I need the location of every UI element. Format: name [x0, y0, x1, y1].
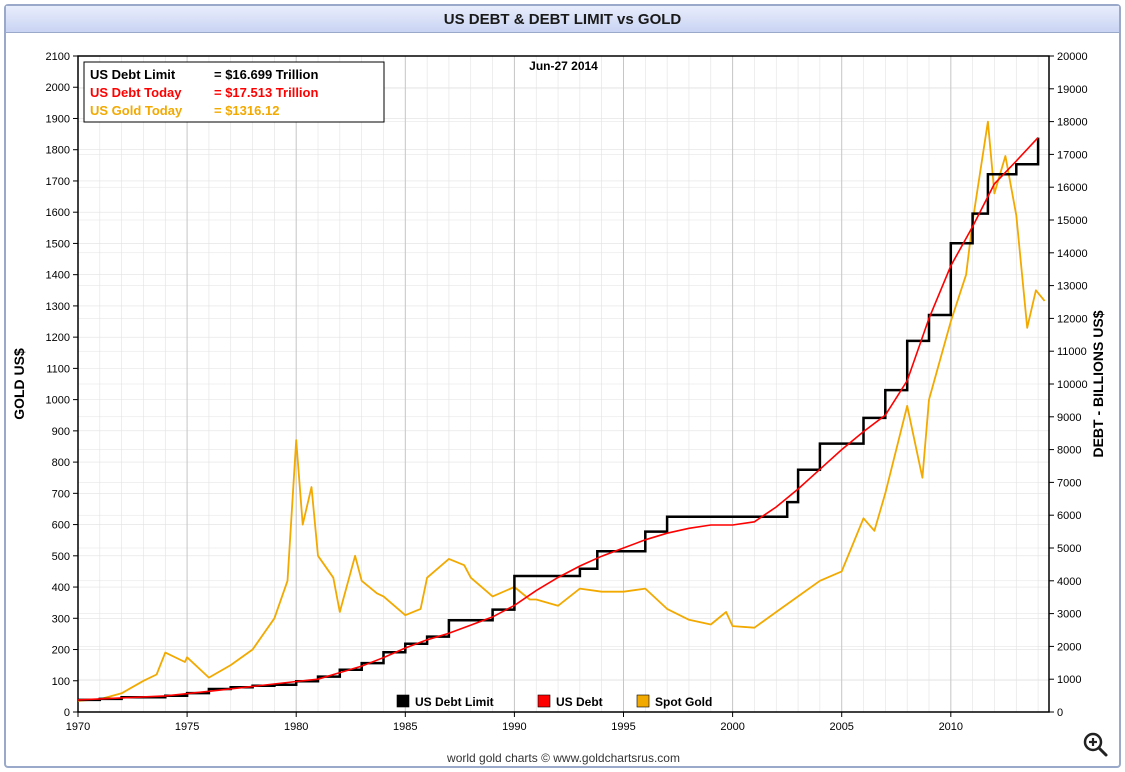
y-left-label: GOLD US$ [11, 348, 27, 420]
date-label: Jun-27 2014 [529, 59, 598, 73]
y-left-tick: 1300 [46, 301, 70, 313]
x-tick: 2005 [829, 721, 853, 733]
info-box-value: = $17.513 Trillion [214, 85, 318, 100]
y-right-tick: 20000 [1057, 51, 1088, 63]
y-left-tick: 1600 [46, 207, 70, 219]
y-right-tick: 16000 [1057, 182, 1088, 194]
info-box-label: US Debt Limit [90, 67, 176, 82]
y-right-tick: 11000 [1057, 346, 1087, 358]
y-left-tick: 100 [52, 676, 70, 688]
chart-svg: 0 100 200 300 400 500 600 700 800 900 1000 1100 1200… [6, 32, 1119, 768]
y-right-tick: 4000 [1057, 576, 1081, 588]
y-left-tick: 1900 [46, 113, 70, 125]
y-right-tick: 1000 [1057, 674, 1081, 686]
y-right-tick: 6000 [1057, 510, 1081, 522]
y-right-label: DEBT - BILLIONS US$ [1090, 310, 1106, 457]
legend-swatch [538, 695, 550, 707]
title-bar: US DEBT & DEBT LIMIT vs GOLD [6, 6, 1119, 33]
y-right-tick: 10000 [1057, 379, 1088, 391]
y-right-tick: 13000 [1057, 281, 1088, 293]
x-tick: 2010 [939, 721, 963, 733]
y-left-tick: 900 [52, 426, 70, 438]
y-right-tick: 14000 [1057, 248, 1088, 260]
y-right-tick: 5000 [1057, 543, 1081, 555]
y-left-tick: 0 [64, 707, 70, 719]
legend-label: US Debt Limit [415, 695, 494, 709]
y-left-tick: 600 [52, 520, 70, 532]
y-right-tick: 18000 [1057, 117, 1088, 129]
y-left-tick: 300 [52, 613, 70, 625]
y-left-tick: 1200 [46, 332, 70, 344]
legend-swatch [397, 695, 409, 707]
y-right-tick: 8000 [1057, 445, 1081, 457]
legend-swatch [637, 695, 649, 707]
chart-title: US DEBT & DEBT LIMIT vs GOLD [444, 11, 682, 28]
x-tick: 1995 [611, 721, 635, 733]
zoom-button[interactable] [1079, 728, 1111, 760]
y-right-tick: 17000 [1057, 149, 1088, 161]
y-right-tick: 12000 [1057, 313, 1088, 325]
y-left-tick: 700 [52, 488, 70, 500]
y-left-tick: 2000 [46, 82, 70, 94]
x-tick: 1980 [284, 721, 308, 733]
y-left-tick: 1500 [46, 238, 70, 250]
y-left-tick: 1700 [46, 176, 70, 188]
y-left-tick: 1800 [46, 145, 70, 157]
legend-label: US Debt [556, 695, 603, 709]
y-right-tick: 3000 [1057, 609, 1081, 621]
info-box-value: = $1316.12 [214, 103, 279, 118]
chart-area: 0 100 200 300 400 500 600 700 800 900 1000 1100 1200… [6, 32, 1119, 768]
y-left-tick: 800 [52, 457, 70, 469]
y-left-tick: 1000 [46, 395, 70, 407]
legend-label: Spot Gold [655, 695, 712, 709]
y-right-tick: 9000 [1057, 412, 1081, 424]
chart-footer: world gold charts © www.goldchartsrus.co… [446, 751, 680, 765]
info-box-value: = $16.699 Trillion [214, 67, 318, 82]
y-right-tick: 19000 [1057, 84, 1088, 96]
y-left-tick: 1400 [46, 270, 70, 282]
y-left-tick: 2100 [46, 51, 70, 63]
info-box-label: US Debt Today [90, 85, 182, 100]
x-tick: 2000 [720, 721, 744, 733]
y-right-tick: 2000 [1057, 641, 1081, 653]
y-left-tick: 200 [52, 645, 70, 657]
x-tick: 1990 [502, 721, 526, 733]
y-left-tick: 1100 [46, 363, 70, 375]
y-right-tick: 0 [1057, 707, 1063, 719]
y-right-tick: 7000 [1057, 477, 1081, 489]
y-right-tick: 15000 [1057, 215, 1088, 227]
x-tick: 1975 [175, 721, 199, 733]
magnify-plus-icon [1081, 730, 1109, 758]
x-tick: 1970 [66, 721, 90, 733]
y-left-tick: 500 [52, 551, 70, 563]
x-tick: 1985 [393, 721, 417, 733]
y-left-tick: 400 [52, 582, 70, 594]
chart-frame: US DEBT & DEBT LIMIT vs GOLD 0 100 200 300 4… [4, 4, 1121, 768]
info-box-label: US Gold Today [90, 103, 183, 118]
